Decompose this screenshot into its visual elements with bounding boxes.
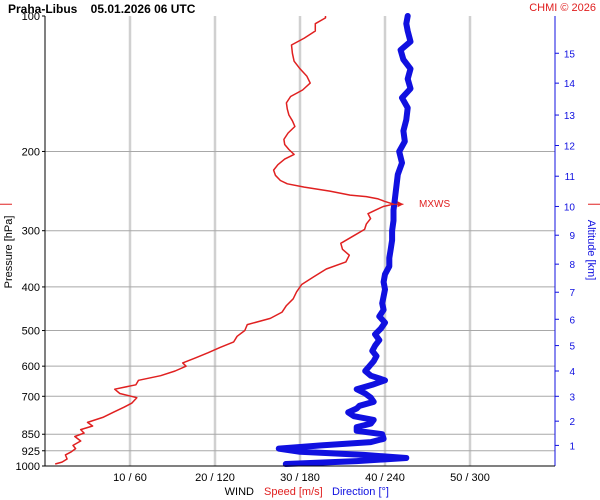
mxws-arrowhead <box>397 201 404 208</box>
altitude-axis-label: Altitude [km] <box>585 220 597 281</box>
altitude-tick-label-14: 14 <box>564 79 576 90</box>
pressure-tick-label-400: 400 <box>22 282 40 294</box>
direction-series-line <box>275 13 414 467</box>
pressure-tick-label-850: 850 <box>22 429 40 441</box>
wind-axis-label: WIND <box>225 486 254 498</box>
speed-tick-label-20: 20 / 120 <box>195 472 235 484</box>
pressure-tick-label-700: 700 <box>22 391 40 403</box>
altitude-tick-label-2: 2 <box>569 417 575 428</box>
copyright-label: CHMI © 2026 <box>529 2 596 14</box>
speed-tick-label-50: 50 / 300 <box>450 472 490 484</box>
altitude-tick-label-5: 5 <box>569 342 575 353</box>
speed-tick-label-30: 30 / 180 <box>280 472 320 484</box>
grid-layer <box>45 16 555 466</box>
pressure-tick-label-200: 200 <box>22 146 40 158</box>
speed-tick-label-10: 10 / 60 <box>113 472 147 484</box>
pressure-tick-label-600: 600 <box>22 361 40 373</box>
altitude-tick-label-10: 10 <box>564 202 576 213</box>
speed-tick-label-40: 40 / 240 <box>365 472 405 484</box>
mxws-annotation: MXWS <box>419 199 450 210</box>
speed-axis-label: Speed [m/s] <box>264 486 323 498</box>
altitude-tick-label-12: 12 <box>564 142 576 153</box>
pressure-tick-label-100: 100 <box>22 11 40 23</box>
pressure-tick-label-500: 500 <box>22 326 40 338</box>
pressure-axis-label: Pressure [hPa] <box>3 216 15 289</box>
altitude-tick-label-6: 6 <box>569 315 575 326</box>
altitude-tick-label-7: 7 <box>569 288 575 299</box>
pressure-tick-label-300: 300 <box>22 226 40 238</box>
direction-axis-label: Direction [°] <box>332 486 389 498</box>
altitude-tick-label-4: 4 <box>569 367 575 378</box>
station-time-title: Praha-Libus 05.01.2026 06 UTC <box>8 2 196 16</box>
series-layer <box>54 13 414 467</box>
altitude-tick-label-1: 1 <box>569 441 575 452</box>
altitude-tick-label-15: 15 <box>564 49 576 60</box>
altitude-tick-label-11: 11 <box>565 172 576 183</box>
pressure-tick-label-925: 925 <box>22 446 40 458</box>
speed-series-line <box>54 16 395 465</box>
pressure-tick-label-1000: 1000 <box>16 461 40 473</box>
text-layer: Praha-Libus 05.01.2026 06 UTC CHMI © 202… <box>3 2 597 498</box>
altitude-tick-label-9: 9 <box>569 231 575 242</box>
altitude-tick-label-8: 8 <box>569 260 575 271</box>
axes-layer: 10 / 60 20 / 120 30 / 180 40 / 240 50 / 300 1… <box>0 11 600 484</box>
altitude-tick-label-13: 13 <box>564 111 576 122</box>
altitude-tick-label-3: 3 <box>569 392 575 403</box>
